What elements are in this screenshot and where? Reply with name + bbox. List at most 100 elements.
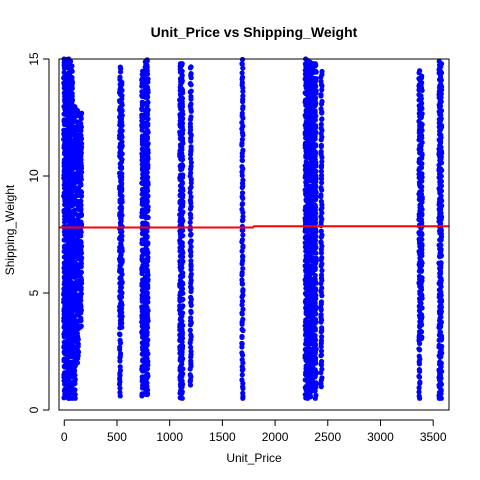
data-point (72, 395, 78, 401)
x-tick-label: 2500 (314, 430, 341, 444)
data-point (78, 193, 85, 199)
data-point (418, 300, 424, 306)
data-point (240, 147, 246, 153)
data-point (239, 74, 246, 80)
data-point (416, 346, 422, 352)
data-point (119, 309, 125, 315)
data-point (313, 88, 319, 94)
data-point (319, 325, 325, 331)
data-point (312, 265, 318, 271)
data-point (188, 261, 194, 268)
data-point (188, 93, 194, 100)
data-point (438, 226, 444, 232)
data-point (179, 95, 186, 101)
data-point (188, 101, 194, 107)
data-point (180, 115, 186, 122)
data-point (312, 220, 319, 226)
data-point (319, 87, 325, 93)
y-axis-label: Shipping_Weight (3, 184, 17, 275)
data-point (416, 373, 422, 379)
data-point (74, 330, 81, 337)
data-point (144, 169, 150, 176)
data-point (419, 160, 425, 167)
data-point (318, 91, 324, 98)
data-point (188, 271, 194, 277)
plot-frame (58, 58, 450, 411)
data-point (313, 342, 319, 348)
data-point (418, 187, 425, 194)
data-point (180, 233, 186, 239)
data-point (437, 372, 444, 379)
data-point (318, 311, 324, 318)
data-point (188, 348, 194, 354)
data-point (239, 206, 245, 212)
data-point (239, 200, 246, 207)
data-point (239, 119, 245, 126)
data-point (312, 149, 318, 155)
data-point (438, 108, 445, 114)
data-point (418, 147, 424, 153)
data-point (419, 139, 425, 146)
data-point (318, 180, 325, 186)
data-point (418, 258, 424, 264)
data-point (318, 125, 324, 131)
data-point (437, 103, 444, 109)
data-point (313, 317, 319, 323)
data-point (312, 241, 318, 247)
data-point (180, 192, 186, 198)
data-point (438, 112, 444, 118)
data-point (438, 275, 444, 282)
data-point (240, 390, 246, 396)
data-point (239, 194, 245, 200)
data-point (416, 393, 422, 399)
data-point (318, 78, 324, 84)
data-point (179, 339, 185, 345)
data-point (239, 157, 245, 163)
data-point (78, 269, 84, 275)
data-point (145, 193, 151, 199)
data-point (144, 84, 151, 90)
data-point (417, 68, 423, 74)
data-point (438, 188, 445, 194)
data-point (74, 107, 81, 114)
data-point (119, 112, 125, 118)
data-point (77, 132, 84, 138)
data-point (318, 142, 325, 148)
data-point (319, 334, 325, 340)
x-tick-label: 1500 (209, 430, 236, 444)
data-point (119, 156, 125, 163)
data-point (69, 74, 75, 81)
data-point (313, 292, 319, 298)
data-point (78, 291, 84, 297)
data-point (144, 290, 150, 296)
data-point (145, 107, 151, 113)
data-point (313, 380, 319, 386)
data-point (313, 76, 319, 82)
data-point (438, 61, 445, 67)
data-point (144, 94, 151, 100)
data-point (188, 238, 194, 244)
data-point (188, 344, 194, 350)
data-point (144, 134, 150, 140)
data-point (139, 312, 145, 319)
data-point (239, 61, 245, 67)
x-tick-label: 3000 (367, 430, 394, 444)
data-point (78, 202, 84, 208)
data-point (188, 184, 194, 190)
data-point (188, 163, 194, 169)
data-point (419, 241, 425, 247)
data-point (312, 108, 318, 114)
data-point (119, 87, 125, 93)
data-point (145, 154, 151, 160)
data-point (180, 209, 186, 215)
data-point (313, 255, 319, 261)
data-point (180, 343, 186, 349)
data-point (318, 272, 325, 278)
data-point (419, 111, 425, 117)
data-point (438, 260, 444, 266)
x-axis-label: Unit_Price (226, 451, 282, 465)
data-point (145, 299, 151, 305)
data-point (74, 360, 81, 366)
data-point (118, 204, 124, 210)
data-point (118, 294, 125, 300)
